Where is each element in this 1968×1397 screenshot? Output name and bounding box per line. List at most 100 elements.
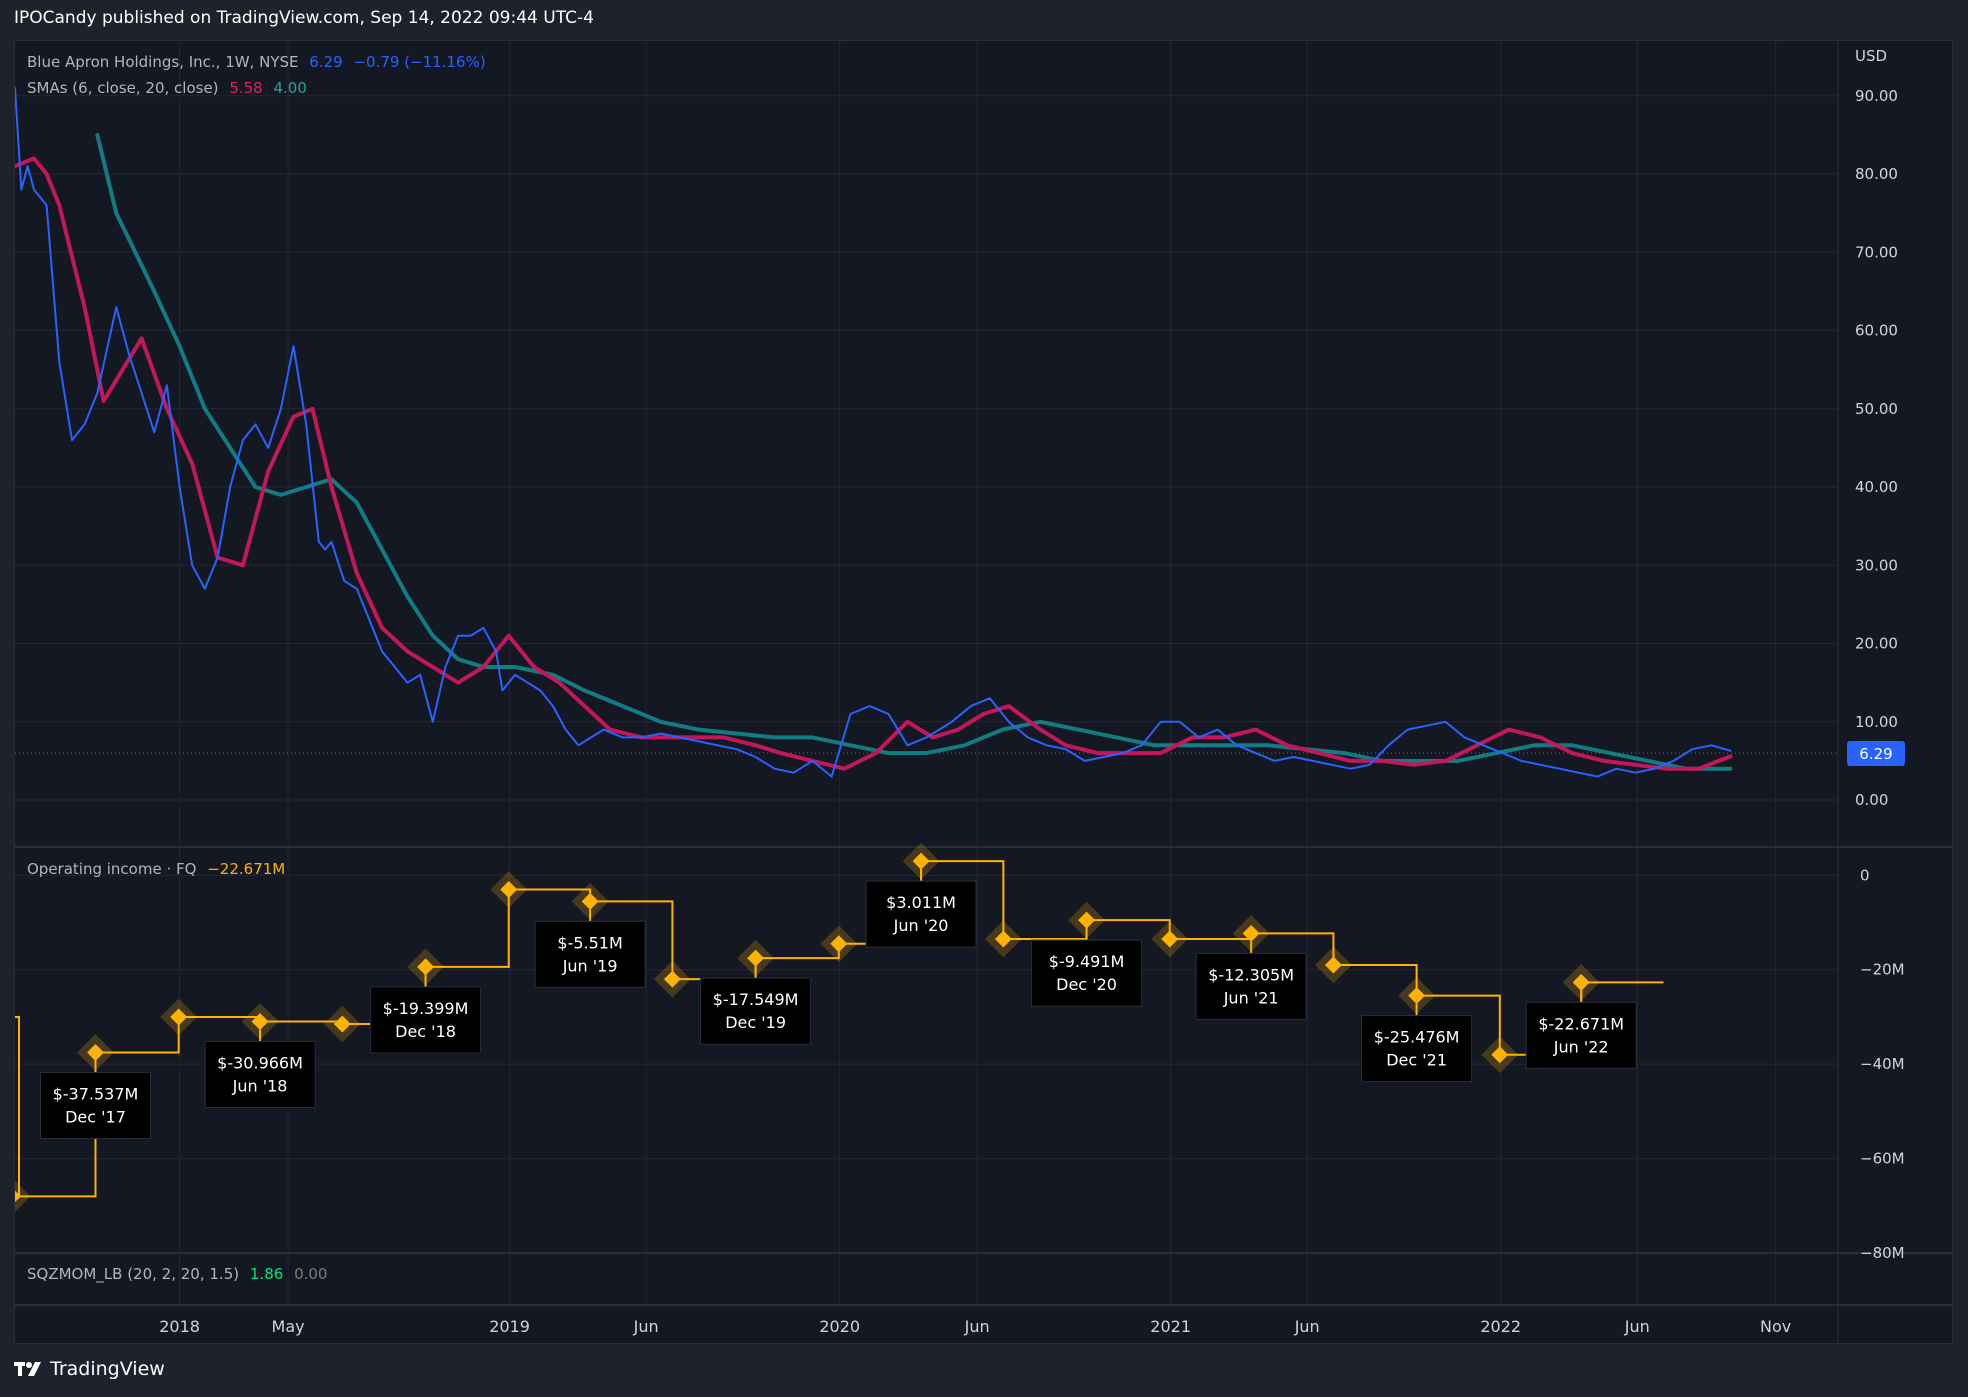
sma6-value: 5.58 bbox=[229, 79, 263, 97]
main-legend: Blue Apron Holdings, Inc., 1W, NYSE 6.29… bbox=[27, 53, 492, 71]
x-tick-label: Jun bbox=[1624, 1317, 1650, 1336]
sqz-label[interactable]: SQZMOM_LB (20, 2, 20, 1.5) bbox=[27, 1265, 240, 1283]
tradingview-brand[interactable]: TradingView bbox=[14, 1358, 165, 1380]
price-tick-label: 10.00 bbox=[1855, 713, 1898, 731]
x-tick-label: 2019 bbox=[489, 1317, 530, 1336]
callout-amount: $3.011M bbox=[886, 893, 956, 912]
oi-marker bbox=[1572, 973, 1590, 991]
price-tick-label: 40.00 bbox=[1855, 478, 1898, 496]
callout-amount: $-9.491M bbox=[1049, 952, 1125, 971]
callout-amount: $-17.549M bbox=[713, 990, 799, 1009]
callout-box bbox=[370, 986, 482, 1054]
symbol-label[interactable]: Blue Apron Holdings, Inc., 1W, NYSE bbox=[27, 53, 299, 71]
callout-amount: $-12.305M bbox=[1208, 965, 1294, 984]
x-tick-label: Jun bbox=[964, 1317, 990, 1336]
callout-box bbox=[1031, 939, 1143, 1007]
callout-period: Jun '20 bbox=[893, 916, 949, 935]
currency-label: USD bbox=[1855, 47, 1887, 65]
price-tick-label: 60.00 bbox=[1855, 322, 1898, 340]
callout-period: Dec '21 bbox=[1386, 1051, 1447, 1070]
callout-box bbox=[1525, 1001, 1637, 1069]
series-layer bbox=[15, 87, 1733, 778]
price-tick-label: 0.00 bbox=[1855, 791, 1888, 809]
price-tick-label: 50.00 bbox=[1855, 400, 1898, 418]
last-price-badge-text: 6.29 bbox=[1859, 745, 1892, 763]
callout-box bbox=[1195, 952, 1307, 1020]
oi-marker bbox=[994, 930, 1012, 948]
price-tick-label: 90.00 bbox=[1855, 87, 1898, 105]
x-tick-label: 2018 bbox=[159, 1317, 200, 1336]
callout-box bbox=[865, 880, 977, 948]
callout-box bbox=[204, 1041, 316, 1109]
oi-marker bbox=[1161, 930, 1179, 948]
oi-tick-label: 0 bbox=[1860, 866, 1870, 884]
price-change-value: −0.79 (−11.16%) bbox=[353, 53, 486, 71]
callout-amount: $-37.537M bbox=[53, 1085, 139, 1104]
callout-period: Jun '18 bbox=[232, 1077, 288, 1096]
oi-tick-label: −20M bbox=[1860, 961, 1905, 979]
callout-period: Dec '19 bbox=[725, 1013, 786, 1032]
x-tick-label: 2020 bbox=[819, 1317, 860, 1336]
last-price-value: 6.29 bbox=[309, 53, 343, 71]
oi-marker bbox=[1078, 911, 1096, 929]
last-price-badge bbox=[1847, 741, 1905, 766]
oi-legend: Operating income · FQ −22.671M bbox=[27, 860, 291, 878]
oi-tick-label: −40M bbox=[1860, 1055, 1905, 1073]
callout-period: Jun '19 bbox=[562, 956, 618, 975]
tradingview-logo-icon bbox=[14, 1362, 41, 1376]
oi-marker bbox=[1408, 987, 1426, 1005]
oi-marker bbox=[417, 958, 435, 976]
axis-layer: 2018 May 2019 Jun 2020 Jun 2021 Jun 2022 Jun Nov 90… bbox=[159, 87, 1904, 1336]
price-line bbox=[15, 87, 1732, 778]
oi-marker bbox=[170, 1008, 188, 1026]
x-tick-label: 2021 bbox=[1150, 1317, 1191, 1336]
price-tick-label: 70.00 bbox=[1855, 243, 1898, 261]
callout-box bbox=[534, 920, 646, 988]
sma20-line bbox=[95, 132, 1733, 771]
oi-marker bbox=[500, 881, 518, 898]
oi-tick-label: −60M bbox=[1860, 1150, 1905, 1168]
callout-period: Jun '21 bbox=[1223, 988, 1279, 1007]
callout-period: Jun '22 bbox=[1553, 1037, 1609, 1056]
callout-amount: $-25.476M bbox=[1374, 1028, 1460, 1047]
callout-amount: $-5.51M bbox=[557, 933, 622, 952]
sqz-value-1: 1.86 bbox=[249, 1265, 284, 1283]
sma-legend: SMAs (6, close, 20, close) 5.58 4.00 bbox=[27, 79, 313, 97]
x-tick-label: Jun bbox=[633, 1317, 659, 1336]
price-tick-label: 20.00 bbox=[1855, 635, 1898, 653]
callout-box bbox=[700, 977, 812, 1045]
oi-label[interactable]: Operating income · FQ bbox=[27, 860, 197, 878]
callout-amount: $-22.671M bbox=[1538, 1014, 1624, 1033]
grid bbox=[15, 41, 1838, 1305]
callout-period: Dec '17 bbox=[65, 1108, 126, 1127]
oi-marker bbox=[581, 892, 599, 910]
sqz-value-2: 0.00 bbox=[294, 1265, 328, 1283]
chart-canvas[interactable]: $-37.537M Dec '17 $-30.966M Jun '18 $-19.399… bbox=[15, 41, 1954, 1345]
callout-box bbox=[39, 1072, 151, 1140]
oi-tick-label: −80M bbox=[1860, 1244, 1905, 1262]
sma6-line bbox=[15, 156, 1733, 771]
chart-frame[interactable]: $-37.537M Dec '17 $-30.966M Jun '18 $-19.399… bbox=[14, 40, 1954, 1345]
callout-amount: $-30.966M bbox=[217, 1054, 303, 1073]
callout-amount: $-19.399M bbox=[383, 999, 469, 1018]
oi-marker bbox=[1242, 924, 1260, 942]
price-tick-label: 30.00 bbox=[1855, 556, 1898, 574]
callout-box bbox=[1361, 1015, 1473, 1083]
oi-marker bbox=[912, 852, 930, 870]
x-tick-label: Nov bbox=[1760, 1317, 1791, 1336]
published-header: IPOCandy published on TradingView.com, S… bbox=[14, 8, 594, 28]
sma20-value: 4.00 bbox=[273, 79, 307, 97]
x-tick-label: 2022 bbox=[1480, 1317, 1521, 1336]
oi-value: −22.671M bbox=[207, 860, 286, 878]
oi-marker bbox=[830, 935, 848, 953]
oi-marker bbox=[1324, 956, 1342, 974]
sma-label[interactable]: SMAs (6, close, 20, close) bbox=[27, 79, 219, 97]
x-tick-label: May bbox=[272, 1317, 305, 1336]
brand-name: TradingView bbox=[50, 1358, 165, 1380]
oi-marker bbox=[747, 949, 765, 967]
sqz-legend: SQZMOM_LB (20, 2, 20, 1.5) 1.86 0.00 bbox=[27, 1265, 333, 1283]
price-tick-label: 80.00 bbox=[1855, 165, 1898, 183]
oi-marker-halo bbox=[15, 1177, 31, 1215]
operating-income-layer: $-37.537M Dec '17 $-30.966M Jun '18 $-19.399… bbox=[15, 842, 1664, 1215]
x-tick-label: Jun bbox=[1294, 1317, 1320, 1336]
